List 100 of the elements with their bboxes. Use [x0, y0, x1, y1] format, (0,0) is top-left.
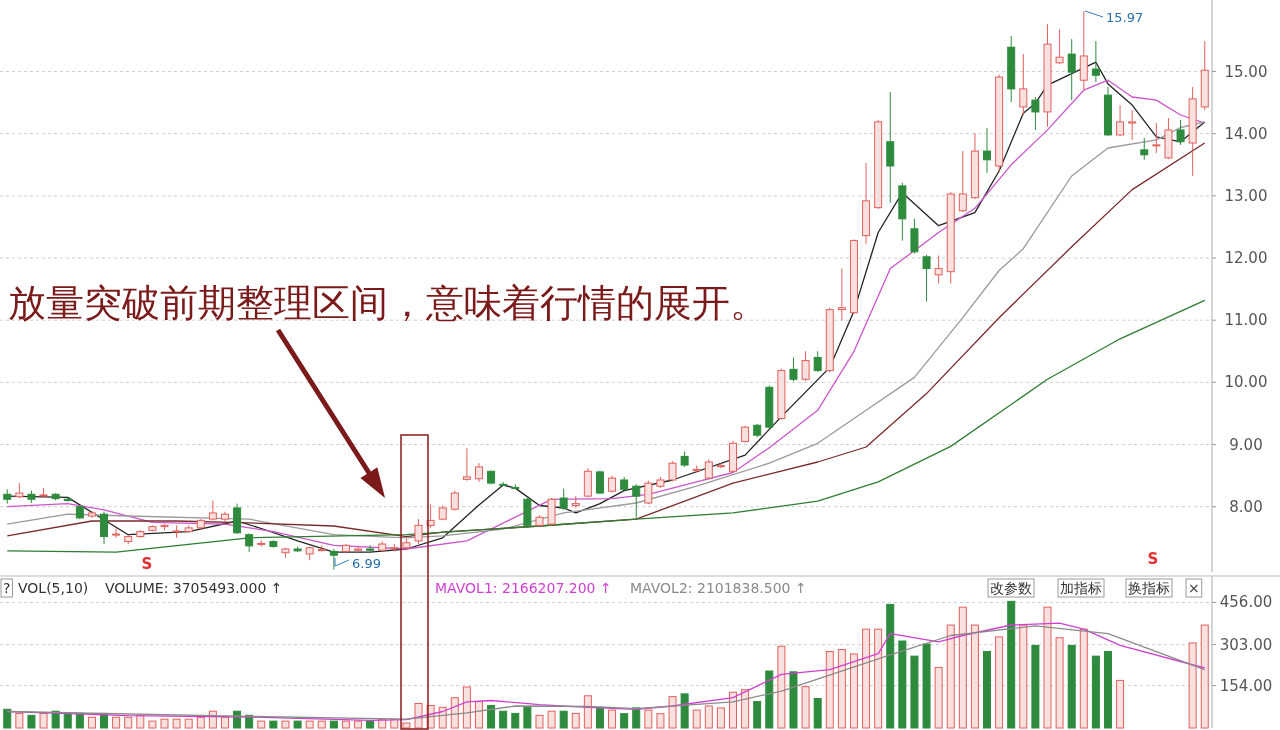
bar [329, 720, 338, 729]
bar [148, 720, 157, 729]
bar [765, 670, 774, 729]
candlestick [245, 532, 254, 553]
text: × [1188, 580, 1200, 596]
bar [1116, 679, 1125, 729]
bar [1043, 606, 1052, 729]
candlestick [910, 218, 919, 255]
bar [970, 624, 979, 729]
y-tick-label: 12.00 [1224, 249, 1268, 268]
bar [789, 671, 798, 729]
bar [535, 714, 544, 729]
y-tick-label: 10.00 [1224, 373, 1268, 392]
bar [1031, 644, 1040, 729]
bar [1079, 628, 1088, 729]
candlestick [1031, 96, 1040, 131]
bar [293, 720, 302, 729]
candlestick [983, 127, 992, 174]
bar [27, 714, 36, 729]
bar [354, 720, 363, 729]
bar [571, 712, 580, 729]
bar [632, 707, 641, 729]
bar [257, 720, 266, 729]
candlestick [462, 447, 471, 482]
bar [414, 703, 423, 729]
bar [1067, 644, 1076, 729]
bar [583, 695, 592, 729]
bar [112, 716, 121, 729]
candlestick [100, 511, 109, 545]
text: MAVOL2: 2101838.500 ↑ [630, 580, 807, 596]
bar [862, 628, 871, 729]
bar [160, 718, 169, 729]
candlestick [837, 268, 846, 321]
bar [946, 624, 955, 729]
candlestick [789, 357, 798, 382]
candlestick [813, 350, 822, 373]
candlestick [329, 548, 338, 571]
text: ? [3, 580, 11, 596]
bar [801, 686, 810, 729]
bar [462, 686, 471, 729]
bar [1007, 600, 1016, 729]
bar [487, 704, 496, 729]
candlestick [1176, 119, 1185, 146]
bar [281, 720, 290, 729]
bar [922, 643, 931, 729]
bar [874, 628, 883, 729]
annotation: 放量突破前期整理区间，意味着行情的展开。 [8, 281, 768, 325]
y-tick-label: 303.00 [1219, 635, 1273, 654]
bar [595, 706, 604, 729]
bar [39, 712, 48, 729]
bar [15, 712, 24, 729]
bar [3, 708, 12, 729]
bar [1019, 624, 1028, 729]
bar [196, 716, 205, 729]
bar [341, 720, 350, 729]
bar [825, 650, 834, 729]
bar [995, 636, 1004, 729]
bar [136, 714, 145, 729]
y-tick-label: 11.00 [1224, 311, 1268, 330]
candlestick [1128, 109, 1137, 141]
candlestick [934, 255, 943, 285]
bar [559, 710, 568, 729]
bar [87, 716, 96, 729]
annotation: S [1147, 550, 1159, 568]
bar [620, 713, 629, 729]
bar [837, 649, 846, 729]
candlestick [1152, 122, 1161, 154]
bar [523, 706, 532, 729]
y-tick-label: 456.00 [1219, 593, 1273, 612]
text: MAVOL1: 2166207.200 ↑ [435, 580, 612, 596]
bar [124, 716, 133, 729]
candlestick [801, 350, 810, 382]
bar [269, 720, 278, 729]
candlestick [366, 544, 375, 552]
text: 加指标 [1060, 580, 1102, 596]
annotation: 6.99 [352, 556, 381, 571]
candlestick [1091, 40, 1100, 83]
bar [910, 655, 919, 729]
y-tick-label: 15.00 [1224, 62, 1268, 81]
bar [1200, 624, 1209, 729]
bar [63, 712, 72, 729]
bar [716, 707, 725, 729]
bar [741, 689, 750, 729]
bar [729, 691, 738, 729]
candlestick [474, 462, 483, 483]
bar [898, 640, 907, 729]
candlestick [1140, 137, 1149, 161]
bar [813, 698, 822, 729]
bar [220, 716, 229, 729]
text: VOLUME: 3705493.000 ↑ [105, 580, 283, 596]
bar [366, 720, 375, 729]
candlestick [1019, 53, 1028, 116]
bar [886, 603, 895, 729]
bar [753, 701, 762, 729]
y-tick-label: 9.00 [1229, 435, 1263, 454]
text: 换指标 [1128, 580, 1170, 596]
bar [172, 718, 181, 729]
bar [849, 653, 858, 729]
bar [608, 709, 617, 729]
bar [656, 713, 665, 729]
